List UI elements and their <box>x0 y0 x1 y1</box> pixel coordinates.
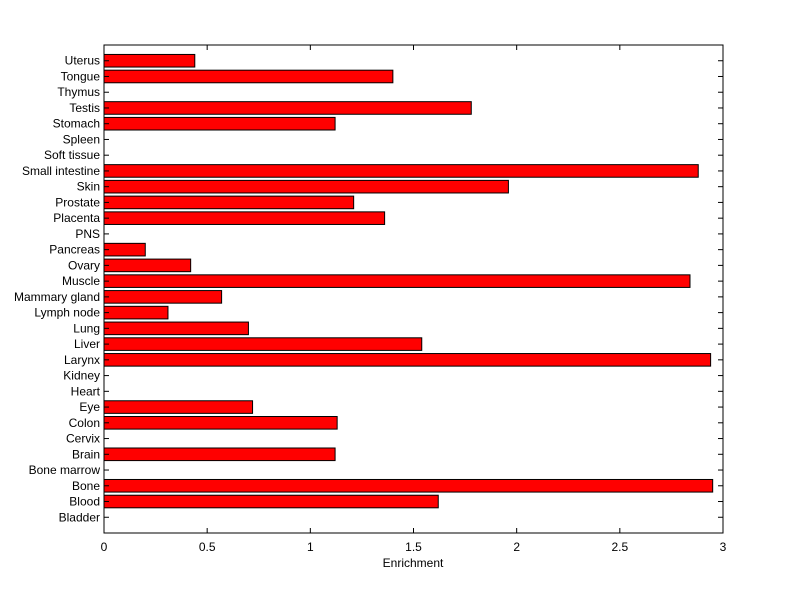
bar-pancreas <box>103 242 146 257</box>
y-tick-label-mammary-gland: Mammary gland <box>14 290 100 304</box>
bar-lung <box>103 321 249 336</box>
y-tick-label-blood: Blood <box>69 495 100 509</box>
y-tick-label-colon: Colon <box>69 416 100 430</box>
x-tick-label-4: 2 <box>513 540 520 554</box>
bar-bone <box>103 478 714 493</box>
bar-skin <box>103 179 509 194</box>
y-tick-label-uterus: Uterus <box>65 54 100 68</box>
y-tick-label-prostate: Prostate <box>55 195 100 209</box>
y-tick-label-bone-marrow: Bone marrow <box>29 463 101 477</box>
x-tick-label-1: 0.5 <box>199 540 216 554</box>
y-tick-label-testis: Testis <box>69 101 100 115</box>
bar-tongue <box>103 69 394 84</box>
x-tick-label-3: 1.5 <box>405 540 422 554</box>
plot-frame <box>103 44 724 534</box>
bar-muscle <box>103 274 691 288</box>
y-tick-label-ovary: Ovary <box>68 258 100 272</box>
x-tick-label-0: 0 <box>101 540 108 554</box>
bar-testis <box>103 101 472 115</box>
bar-brain <box>103 447 336 462</box>
bar-stomach <box>103 116 336 131</box>
y-tick-label-stomach: Stomach <box>53 117 100 131</box>
bar-small-intestine <box>103 164 699 178</box>
bar-blood <box>103 494 439 509</box>
y-tick-label-pancreas: Pancreas <box>49 243 100 257</box>
y-tick-label-lymph-node: Lymph node <box>34 306 100 320</box>
y-tick-label-spleen: Spleen <box>63 132 100 146</box>
y-tick-label-lung: Lung <box>73 321 100 335</box>
bar-ovary <box>103 258 192 273</box>
y-tick-label-bone: Bone <box>72 479 100 493</box>
bar-prostate <box>103 195 355 210</box>
bar-larynx <box>103 353 712 367</box>
y-tick-label-muscle: Muscle <box>62 274 100 288</box>
y-tick-label-thymus: Thymus <box>57 85 100 99</box>
bar-uterus <box>103 53 196 68</box>
x-axis-label: Enrichment <box>383 556 444 570</box>
y-tick-label-bladder: Bladder <box>59 510 100 524</box>
y-tick-label-placenta: Placenta <box>53 211 100 225</box>
y-tick-label-skin: Skin <box>77 180 100 194</box>
bar-mammary-gland <box>103 290 223 304</box>
bar-liver <box>103 337 423 351</box>
y-tick-label-liver: Liver <box>74 337 100 351</box>
x-tick-label-6: 3 <box>720 540 727 554</box>
bar-lymph-node <box>103 305 169 320</box>
bar-placenta <box>103 211 386 225</box>
bar-eye <box>103 400 254 414</box>
y-tick-label-brain: Brain <box>72 447 100 461</box>
y-tick-label-cervix: Cervix <box>66 432 100 446</box>
y-tick-label-heart: Heart <box>71 384 101 398</box>
y-tick-label-kidney: Kidney <box>63 369 100 383</box>
y-tick-label-pns: PNS <box>75 227 100 241</box>
y-tick-label-soft-tissue: Soft tissue <box>44 148 100 162</box>
x-tick-label-5: 2.5 <box>611 540 628 554</box>
y-tick-label-tongue: Tongue <box>61 69 101 83</box>
y-tick-label-small-intestine: Small intestine <box>22 164 100 178</box>
y-tick-label-eye: Eye <box>79 400 100 414</box>
bar-colon <box>103 416 338 430</box>
x-tick-label-2: 1 <box>307 540 314 554</box>
y-tick-label-larynx: Larynx <box>64 353 100 367</box>
